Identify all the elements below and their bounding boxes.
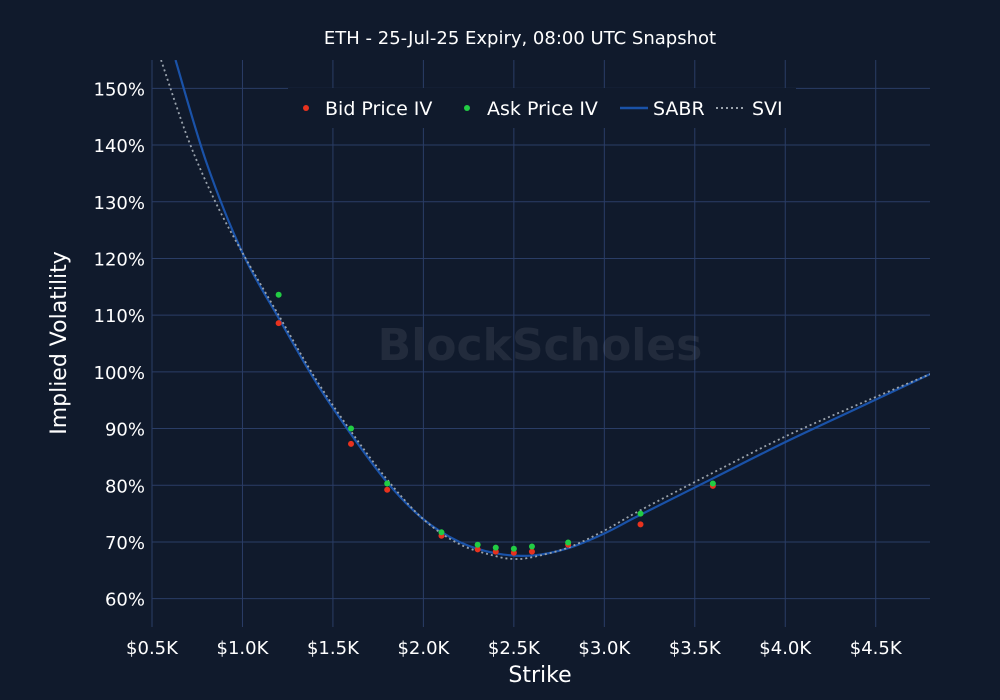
x-tick-label: $2.0K: [397, 638, 450, 659]
x-tick-label: $0.5K: [126, 638, 179, 659]
ask-price-iv-point: [528, 543, 535, 550]
y-tick-label: 100%: [94, 363, 145, 384]
legend-marker-bid: [303, 105, 309, 111]
bid-price-iv-point: [528, 548, 535, 555]
ticks: $0.5K $1.0K $1.5K $2.0K $2.5K $3.0K $3.5K $4.0K…: [94, 79, 903, 659]
legend-label-bid[interactable]: Bid Price IV: [325, 98, 432, 120]
ask-price-iv-point: [492, 544, 499, 551]
x-tick-label: $4.5K: [850, 638, 903, 659]
y-tick-label: 70%: [105, 533, 145, 554]
y-tick-label: 90%: [105, 420, 145, 441]
ask-price-iv-point: [384, 480, 391, 487]
y-tick-label: 150%: [94, 79, 145, 100]
bid-price-iv-point: [637, 521, 644, 528]
x-tick-label: $4.0K: [759, 638, 812, 659]
series-layer: [160, 60, 930, 560]
ask-price-iv-point: [438, 529, 445, 536]
x-tick-label: $3.0K: [578, 638, 631, 659]
bid-price-iv-point: [275, 320, 282, 327]
bid-price-iv-point: [474, 546, 481, 553]
x-tick-label: $1.5K: [307, 638, 360, 659]
y-tick-label: 60%: [105, 590, 145, 611]
bid-price-iv-point: [348, 440, 355, 447]
watermark-logo: BlockScholes: [378, 320, 703, 371]
ask-price-iv-point: [510, 545, 517, 552]
sabr-curve: [174, 60, 930, 557]
legend-label-svi[interactable]: SVI: [752, 98, 783, 120]
ask-price-iv-point: [275, 291, 282, 298]
y-tick-label: 110%: [94, 306, 145, 327]
svi-curve: [160, 60, 930, 560]
legend-label-ask[interactable]: Ask Price IV: [487, 98, 598, 120]
legend-marker-ask: [464, 105, 470, 111]
grid: [151, 60, 930, 627]
legend: Bid Price IV Ask Price IV SABR SVI: [288, 88, 796, 128]
ask-price-iv-point: [474, 541, 481, 548]
y-tick-label: 120%: [94, 249, 145, 270]
chart-title: ETH - 25-Jul-25 Expiry, 08:00 UTC Snapsh…: [324, 28, 716, 49]
x-tick-label: $1.0K: [217, 638, 270, 659]
y-tick-label: 80%: [105, 476, 145, 497]
y-axis-label: Implied Volatility: [47, 251, 72, 435]
legend-label-sabr[interactable]: SABR: [653, 98, 705, 120]
bid-price-iv-point: [384, 486, 391, 493]
ask-price-iv-point: [709, 480, 716, 487]
y-tick-label: 130%: [94, 193, 145, 214]
ask-price-iv-point: [565, 539, 572, 546]
x-tick-label: $3.5K: [669, 638, 722, 659]
ask-price-iv-point: [637, 510, 644, 517]
legend-background: [288, 88, 796, 128]
x-tick-label: $2.5K: [488, 638, 541, 659]
ask-price-iv-point: [348, 425, 355, 432]
y-tick-label: 140%: [94, 136, 145, 157]
x-axis-label: Strike: [508, 663, 571, 688]
